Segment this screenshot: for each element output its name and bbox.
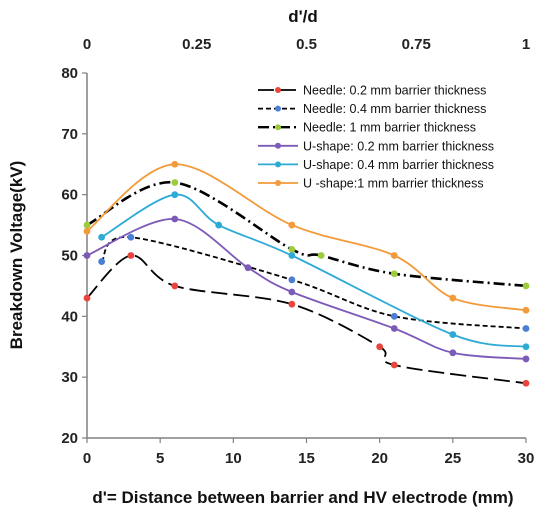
legend-item: U-shape: 0.2 mm barrier thickness [258, 139, 494, 153]
data-point [171, 282, 179, 290]
data-point [98, 258, 106, 265]
data-point [83, 227, 91, 235]
series-line [86, 254, 527, 385]
y-tick-label: 40 [61, 308, 78, 325]
data-point [449, 294, 457, 302]
y-tick-label: 20 [61, 430, 78, 447]
legend-swatch-marker [275, 142, 281, 149]
data-point [244, 264, 252, 272]
data-point [288, 276, 296, 284]
series-line [86, 181, 527, 288]
legend-label: Needle: 1 mm barrier thickness [303, 121, 476, 135]
data-point [288, 246, 296, 253]
x-tick-label: 15 [298, 450, 315, 467]
legend-item: Needle: 0.2 mm barrier thickness [258, 84, 486, 98]
y-axis-title: Breakdown Voltage(kV) [7, 161, 26, 350]
series-3 [83, 179, 530, 290]
data-point [83, 252, 91, 259]
data-point [449, 331, 457, 338]
x-tick-label: 20 [371, 450, 388, 467]
top-tick-label: 0 [83, 36, 91, 53]
data-point [390, 270, 398, 278]
series-4 [83, 215, 530, 363]
data-point [127, 233, 135, 241]
y-tick-label: 80 [61, 65, 78, 82]
data-point [288, 252, 296, 259]
legend: Needle: 0.2 mm barrier thickness Needle: … [258, 84, 494, 191]
data-point [522, 379, 530, 387]
data-point [390, 361, 398, 369]
legend-swatch-marker [275, 124, 281, 131]
data-point [317, 252, 325, 259]
data-point [390, 325, 398, 332]
x-tick-label: 0 [83, 450, 91, 467]
top-tick-label: 1 [522, 36, 530, 53]
data-point [522, 325, 530, 332]
legend-item: U -shape:1 mm barrier thickness [258, 177, 484, 191]
x-tick-label: 25 [444, 450, 461, 467]
data-point [127, 252, 135, 259]
series-layer [83, 160, 530, 387]
data-point [171, 160, 179, 168]
data-point [83, 221, 91, 229]
legend-label: U-shape: 0.4 mm barrier thickness [303, 158, 494, 172]
x-tick-label: 5 [156, 450, 164, 467]
series-2 [98, 233, 530, 332]
top-tick-label: 0.5 [296, 36, 317, 53]
series-1 [83, 252, 530, 387]
y-tick-label: 70 [61, 126, 78, 143]
data-point [288, 300, 296, 308]
axes-layer: 20 30 40 50 60 70 80 0 5 10 15 20 25 30 0 0.25 0.5 0.75 1 [61, 36, 534, 467]
series-6 [83, 160, 530, 314]
data-point [215, 221, 223, 229]
top-axis-title: d'/d [288, 7, 318, 26]
legend-label: U -shape:1 mm barrier thickness [303, 177, 484, 191]
data-point [449, 349, 457, 357]
x-tick-label: 10 [225, 450, 242, 467]
data-point [171, 215, 179, 223]
data-point [83, 294, 91, 302]
series-line [100, 236, 527, 330]
data-point [390, 312, 398, 320]
legend-label: Needle: 0.2 mm barrier thickness [303, 84, 486, 98]
legend-label: U-shape: 0.2 mm barrier thickness [303, 139, 494, 153]
y-tick-label: 50 [61, 248, 78, 265]
series-5 [98, 191, 530, 351]
y-tick-label: 30 [61, 369, 78, 386]
top-tick-label: 0.75 [402, 36, 431, 53]
legend-swatch-marker [275, 87, 281, 93]
data-point [288, 288, 296, 296]
data-point [390, 252, 398, 259]
legend-label: Needle: 0.4 mm barrier thickness [303, 102, 486, 116]
y-tick-label: 60 [61, 187, 78, 204]
data-point [522, 306, 530, 314]
data-point [376, 343, 384, 351]
data-point [171, 179, 179, 186]
data-point [522, 355, 530, 363]
data-point [171, 191, 179, 199]
legend-swatch-marker [275, 180, 281, 186]
legend-item: Needle: 1 mm barrier thickness [258, 121, 476, 135]
top-tick-label: 0.25 [182, 36, 211, 53]
legend-item: U-shape: 0.4 mm barrier thickness [258, 158, 494, 172]
data-point [288, 221, 296, 229]
x-tick-label: 30 [518, 450, 535, 467]
legend-swatch-marker [275, 105, 281, 112]
legend-item: Needle: 0.4 mm barrier thickness [258, 102, 486, 116]
data-point [98, 233, 106, 241]
data-point [522, 343, 530, 351]
x-axis-title: d'= Distance between barrier and HV elec… [92, 488, 513, 507]
data-point [522, 282, 530, 290]
legend-swatch-marker [275, 161, 281, 168]
